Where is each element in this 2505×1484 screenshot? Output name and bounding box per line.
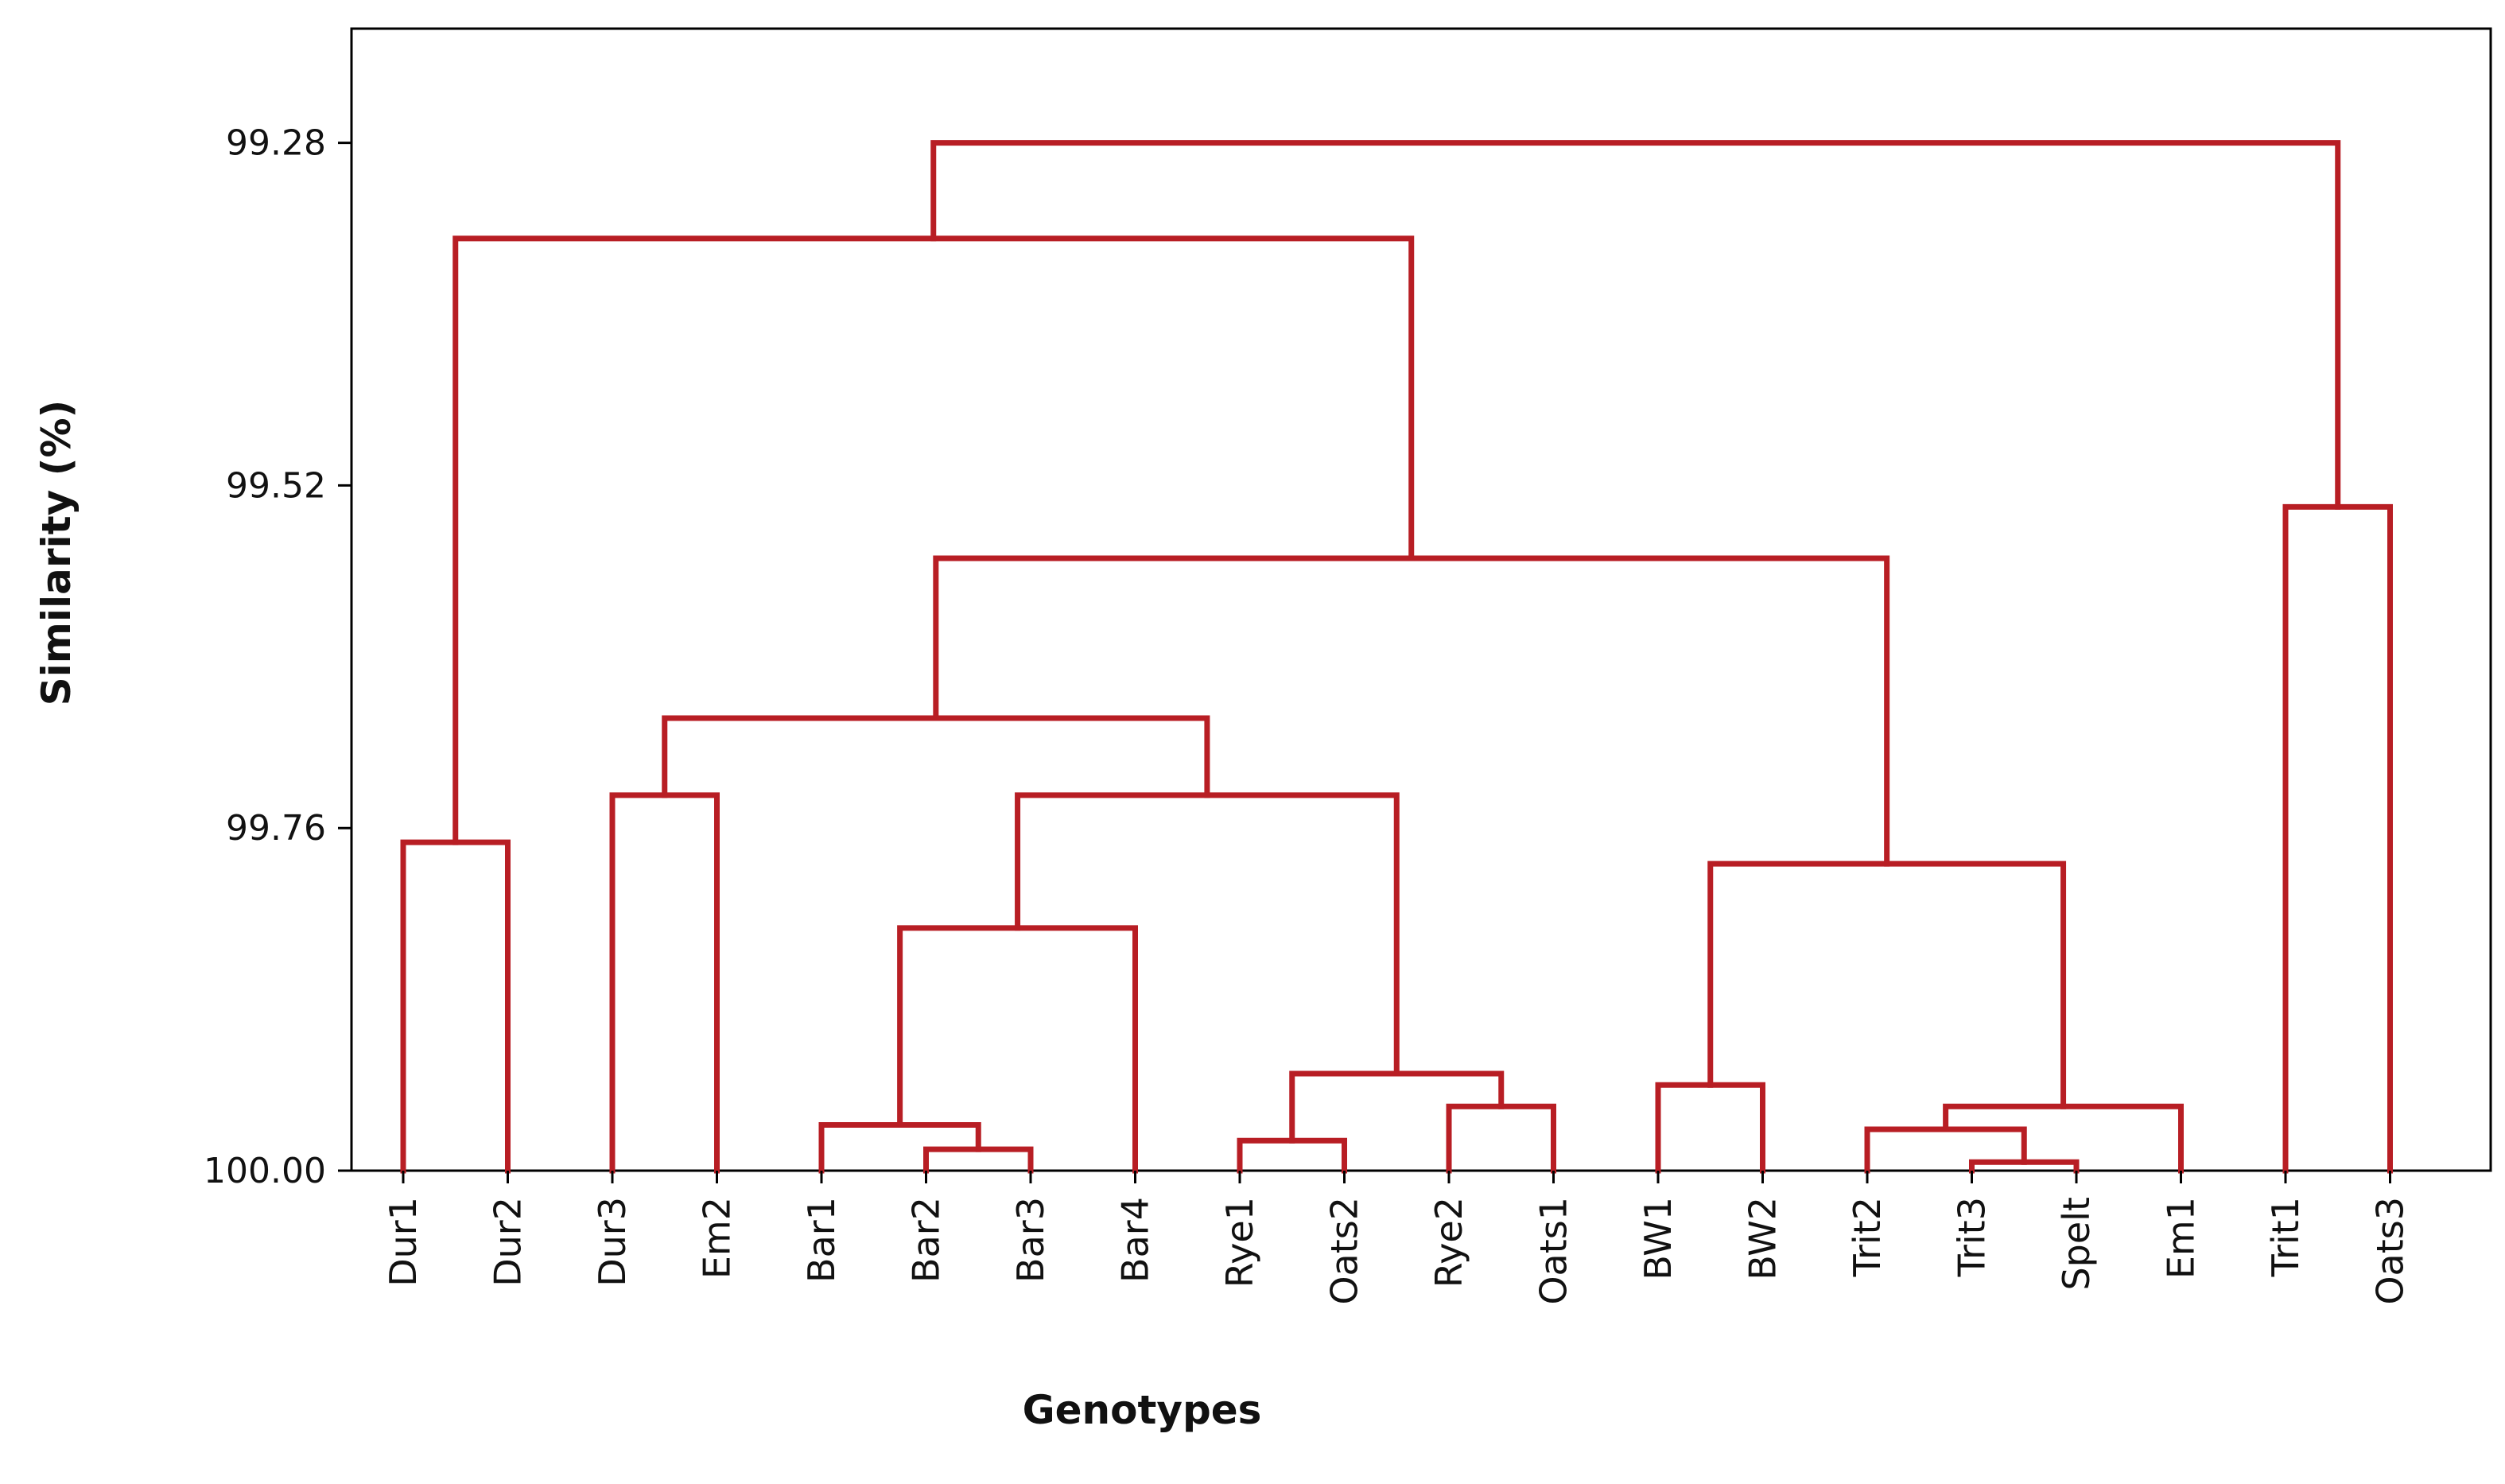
leaf-label-dur2: Dur2 xyxy=(487,1197,530,1287)
leaf-label-oats1: Oats1 xyxy=(1532,1197,1575,1305)
branch-m-bar-ryeoats xyxy=(1015,792,1400,1077)
branch-m-dur1-dur2 xyxy=(400,839,511,1174)
branch-m-root xyxy=(930,140,2341,510)
leaf-label-rye1: Rye1 xyxy=(1218,1197,1261,1288)
leaf-label-dur1: Dur1 xyxy=(382,1197,425,1287)
leaf-label-bar1: Bar1 xyxy=(800,1197,843,1283)
dendrogram-branches xyxy=(400,140,2393,1174)
leaf-label-trit3: Trit3 xyxy=(1951,1197,1994,1277)
leaf-label-dur3: Dur3 xyxy=(591,1197,634,1287)
branch-m-trit1-oats3 xyxy=(2282,503,2393,1174)
y-tick-label: 99.76 xyxy=(226,808,326,849)
x-axis-leaf-labels: Dur1 Dur2 Dur3 Em2 Bar1 Bar2 Bar3 Bar4 Rye1 Oats2… xyxy=(382,1171,2412,1305)
branch-m-bw-trit xyxy=(1707,860,2067,1109)
leaf-label-trit1: Trit1 xyxy=(2264,1197,2307,1277)
branch-m-bar-group xyxy=(897,925,1138,1174)
leaf-label-spelt: Spelt xyxy=(2055,1197,2098,1291)
y-tick-label: 99.28 xyxy=(226,123,326,164)
leaf-label-bar4: Bar4 xyxy=(1114,1197,1157,1283)
y-tick-label: 99.52 xyxy=(226,465,326,506)
branch-m-rye2-oats1 xyxy=(1446,1103,1556,1174)
leaf-label-em2: Em2 xyxy=(696,1197,739,1279)
branch-m-rye1-oats2 xyxy=(1237,1137,1347,1174)
plot-frame xyxy=(350,27,2492,1172)
leaf-label-bar3: Bar3 xyxy=(1009,1197,1052,1283)
y-axis-title: Similarity (%) xyxy=(33,400,80,706)
branch-m-dur3em2-bar xyxy=(662,715,1210,798)
leaf-label-oats3: Oats3 xyxy=(2369,1197,2412,1305)
branch-m-bar3-spelt-sub xyxy=(923,1146,1034,1174)
x-axis-title: Genotypes xyxy=(1023,1387,1262,1433)
leaf-label-rye2: Rye2 xyxy=(1427,1197,1470,1288)
y-axis-ticks: 99.28 99.52 99.76 100.00 xyxy=(204,123,351,1191)
branch-m-dur-big xyxy=(452,235,1415,845)
branch-m-big-cluster xyxy=(933,555,1890,867)
leaf-label-bw1: BW1 xyxy=(1637,1197,1680,1280)
leaf-label-em1: Em1 xyxy=(2160,1197,2203,1279)
leaf-label-oats2: Oats2 xyxy=(1323,1197,1366,1305)
leaf-label-bw2: BW2 xyxy=(1742,1197,1785,1280)
branch-m-dur3-em2 xyxy=(609,792,720,1174)
branch-m-bw1-bw2 xyxy=(1655,1082,1765,1174)
leaf-label-trit2: Trit2 xyxy=(1846,1197,1889,1277)
y-tick-label: 100.00 xyxy=(204,1151,326,1191)
leaf-label-bar2: Bar2 xyxy=(905,1197,948,1283)
